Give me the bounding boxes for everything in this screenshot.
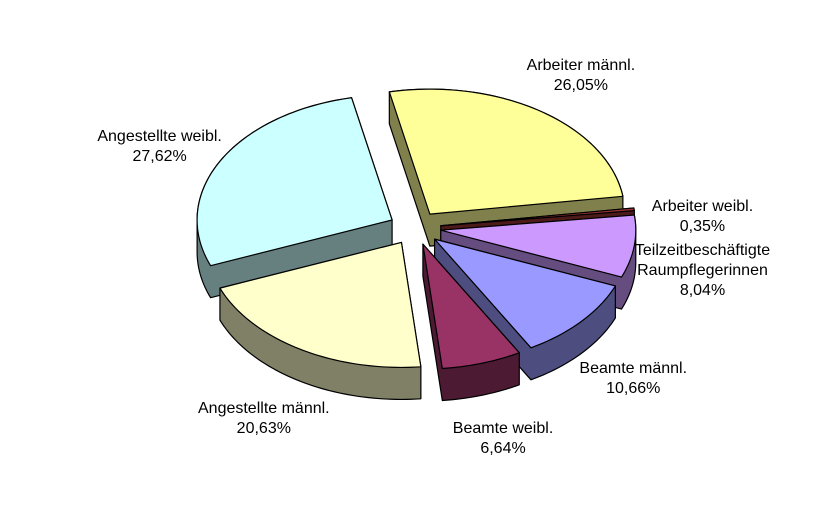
slice-name: Teilzeitbeschäftigte Raumpflegerinnen (634, 241, 771, 279)
slice-value: 20,63% (236, 419, 291, 437)
slice (219, 241, 422, 369)
slice-value: 10,66% (606, 379, 661, 397)
data-label: Beamte männl. 10,66% (579, 359, 687, 399)
slice-value: 26,05% (553, 76, 609, 94)
data-label: Angestellte weibl. 27,62% (97, 127, 222, 167)
slice-name: Arbeiter weibl. (651, 197, 754, 215)
data-label: Arbeiter weibl. 0,35% (652, 197, 753, 237)
slice-value: 6,64% (480, 440, 526, 458)
slice-value: 27,62% (132, 147, 187, 165)
slice-name: Beamte männl. (579, 359, 688, 377)
slice (196, 97, 393, 267)
slice (440, 207, 635, 227)
slice-name: Angestellte weibl. (97, 127, 222, 145)
data-label: Beamte weibl. 6,64% (453, 419, 554, 459)
slice (388, 88, 624, 215)
slice-value: 0,35% (679, 217, 726, 235)
data-label: Teilzeitbeschäftigte Raumpflegerinnen 8,0… (635, 241, 770, 301)
slice (433, 238, 616, 349)
slice-name: Arbeiter männl. (526, 56, 636, 74)
slice-name: Beamte weibl. (452, 420, 554, 438)
slice (422, 243, 520, 370)
data-label: Angestellte männl. 20,63% (198, 399, 330, 439)
slice-name: Angestellte männl. (197, 399, 330, 417)
data-label: Arbeiter männl. 26,05% (527, 56, 636, 96)
slice-value: 8,04% (679, 281, 726, 299)
slice (440, 214, 637, 278)
